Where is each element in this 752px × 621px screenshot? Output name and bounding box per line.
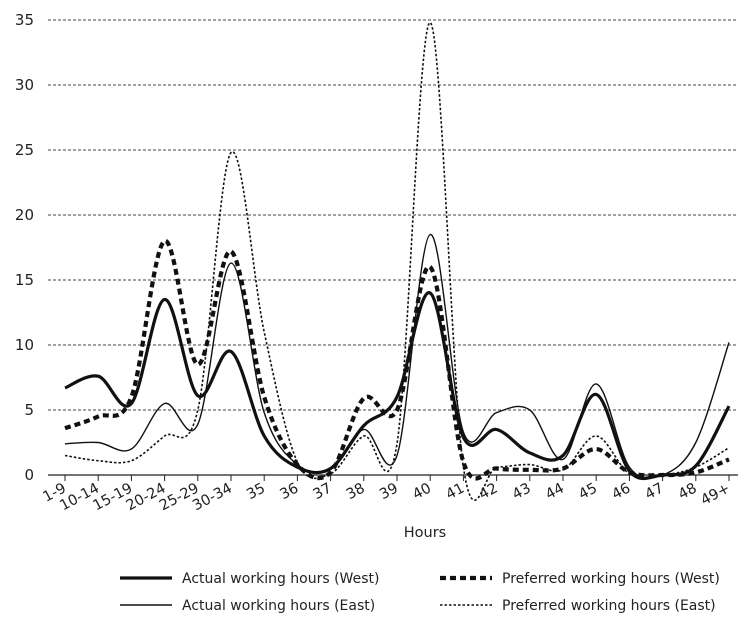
legend-label: Actual working hours (East) <box>182 598 375 614</box>
x-tick-label: 48 <box>676 480 700 503</box>
y-axis-ticks: 0 5 10 15 20 25 30 35 <box>15 11 34 484</box>
x-tick-label: 37 <box>311 480 335 503</box>
gridlines <box>48 19 738 411</box>
x-tick-label: 43 <box>510 480 534 503</box>
x-tick-label: 36 <box>277 480 301 503</box>
legend-label: Preferred working hours (West) <box>502 571 720 587</box>
x-tick-label: 40 <box>410 480 434 503</box>
y-tick-label: 10 <box>15 336 34 354</box>
legend-label: Preferred working hours (East) <box>502 598 716 614</box>
x-axis-title: Hours <box>404 525 446 541</box>
y-tick-label: 25 <box>15 141 34 159</box>
y-tick-label: 30 <box>15 76 34 94</box>
series-lines <box>64 21 731 501</box>
legend: Actual working hours (West) Actual workin… <box>120 571 720 614</box>
x-tick-label: 39 <box>377 480 401 503</box>
x-tick-label: 47 <box>643 480 667 503</box>
y-tick-label: 5 <box>24 401 34 419</box>
x-tick-label: 38 <box>344 480 368 503</box>
x-tick-label: 45 <box>576 480 600 503</box>
legend-label: Actual working hours (West) <box>182 571 379 587</box>
y-tick-label: 20 <box>15 206 34 224</box>
x-tick-label: 49+ <box>698 480 733 508</box>
x-tick-label: 44 <box>543 480 567 503</box>
y-tick-label: 35 <box>15 11 34 29</box>
y-tick-label: 15 <box>15 271 34 289</box>
x-tick-label: 35 <box>244 480 268 503</box>
x-tick-label: 42 <box>477 480 501 503</box>
series-line-4 <box>64 21 730 501</box>
x-tick-label: 41 <box>443 480 467 503</box>
series-line-3 <box>64 238 730 481</box>
series-line-2 <box>64 233 730 480</box>
y-tick-label: 0 <box>24 466 34 484</box>
x-tick-label: 46 <box>609 480 633 503</box>
series-line-1 <box>64 291 731 481</box>
